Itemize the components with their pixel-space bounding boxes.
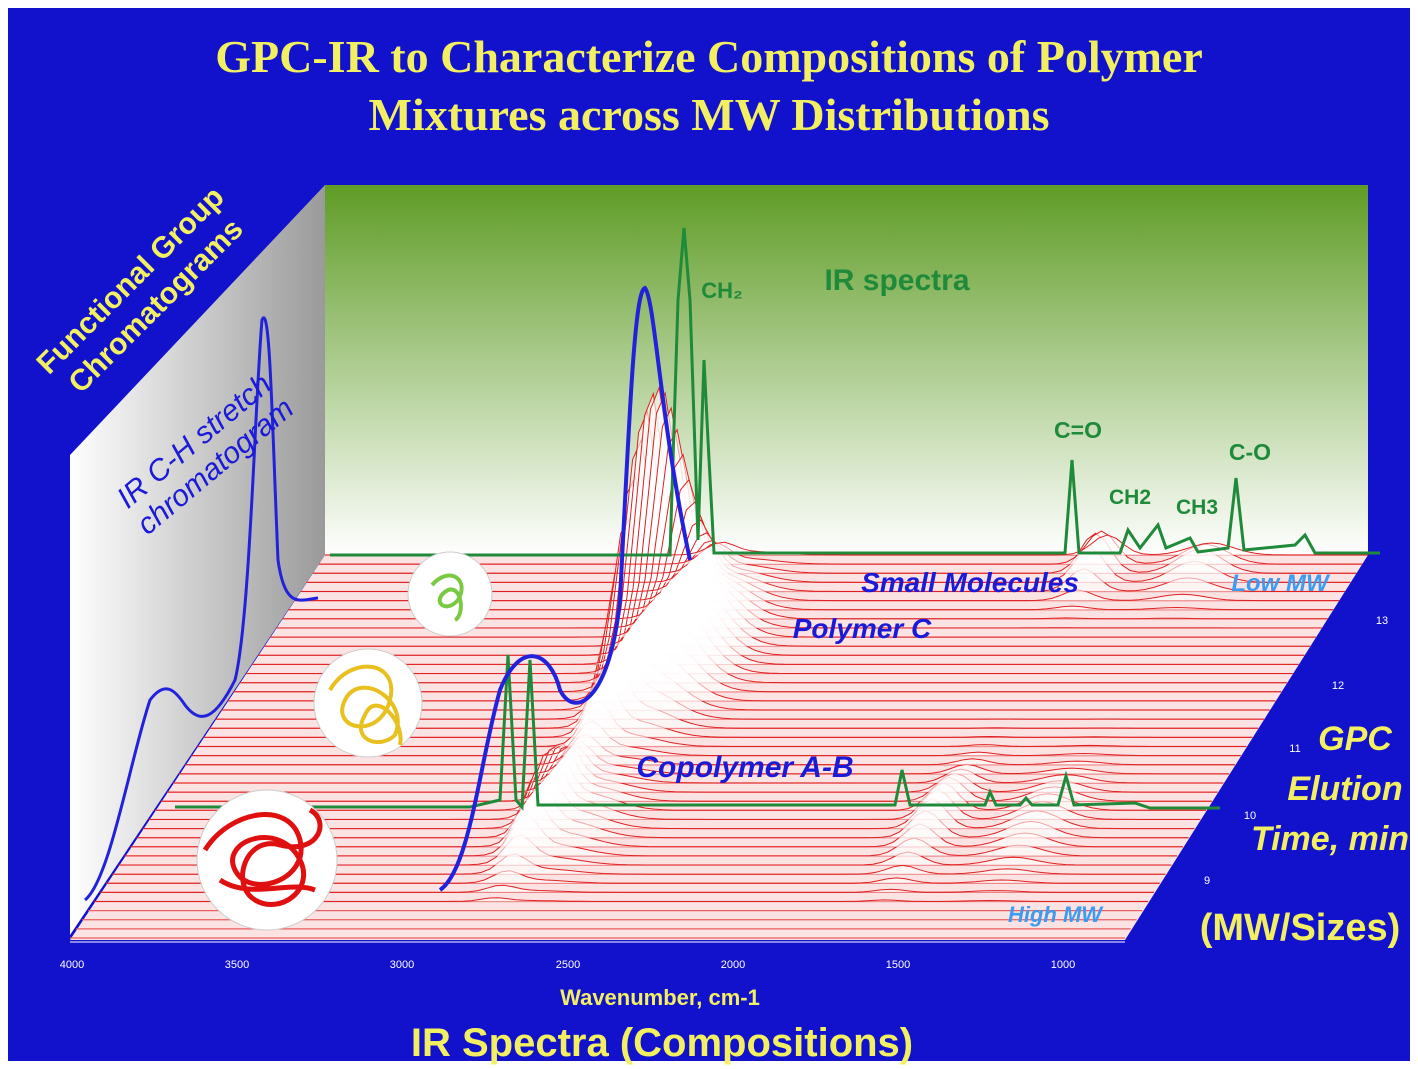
icon-squiggle (328, 664, 403, 746)
ir-spectrum-front (175, 654, 1220, 811)
floor-label: Copolymer A-B (636, 751, 853, 784)
left-wall (70, 185, 325, 935)
peak-label: C-O (1229, 439, 1271, 465)
spectrum-ridge (258, 385, 1305, 656)
back-wall (325, 185, 1368, 555)
x-axis-caption: IR Spectra (Compositions) (411, 1021, 913, 1065)
spectrum-ridge (246, 409, 1293, 674)
floor-label: Small Molecules (861, 567, 1079, 598)
x-tick-label: 1000 (1051, 959, 1075, 971)
depth-tick-label: 13 (1376, 615, 1388, 627)
ir-spectra-label: IR spectra (824, 264, 969, 297)
depth-tick-label: 10 (1244, 810, 1256, 822)
depth-tick-label: 12 (1332, 680, 1344, 692)
chromatogram-floor (438, 285, 692, 892)
depth-tick-label: 11 (1289, 743, 1300, 755)
x-ticks: 4000 3500 3000 2500 2000 1500 1000 (60, 959, 1075, 971)
peak-label: CH3 (1176, 496, 1218, 519)
x-tick-label: 2500 (556, 959, 580, 971)
depth-tick-label: 9 (1204, 875, 1210, 887)
spectrum-ridge (185, 733, 1235, 766)
x-tick-label: 4000 (60, 959, 84, 971)
depth-ticks: 13 12 11 10 9 (1204, 615, 1388, 887)
depth-title: Elution (1287, 770, 1402, 808)
floor-label: Polymer C (793, 613, 932, 644)
floor-label: High MW (1008, 902, 1104, 927)
spectrum-ridge (252, 391, 1299, 665)
spectrum-ridge (264, 391, 1311, 647)
peak-label: CH₂ (701, 278, 743, 303)
x-tick-label: 3500 (225, 959, 249, 971)
icon-small (407, 551, 493, 637)
peak-label: CH2 (1109, 486, 1151, 509)
x-axis-title: Wavenumber, cm-1 (560, 985, 760, 1010)
depth-title: Time, min (1251, 820, 1409, 858)
x-tick-label: 3000 (390, 959, 414, 971)
molecule-icons (196, 551, 493, 931)
title-line: Mixtures across MW Distributions (368, 89, 1049, 140)
floor-label: Low MW (1231, 570, 1331, 597)
peak-label: C=O (1054, 417, 1102, 443)
icon-large (196, 789, 338, 931)
icon-squiggle (430, 573, 464, 622)
depth-title: GPC (1318, 720, 1392, 758)
depth-caption: (MW/Sizes) (1200, 907, 1401, 949)
spectrum-ridge (179, 741, 1230, 775)
x-tick-label: 1500 (886, 959, 910, 971)
ir-spectrum-back (330, 227, 1380, 557)
x-tick-label: 2000 (721, 959, 745, 971)
spectrum-ridge (270, 406, 1316, 638)
icon-squiggle (202, 807, 323, 907)
title-line: GPC-IR to Characterize Compositions of P… (215, 31, 1203, 82)
chromatogram-wall (83, 316, 319, 902)
